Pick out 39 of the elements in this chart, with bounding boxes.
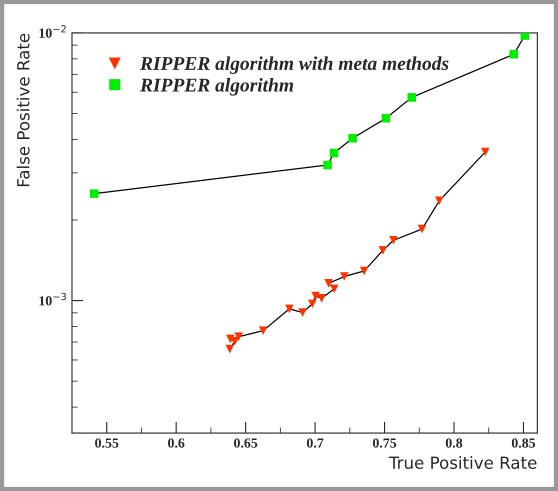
point bbox=[360, 266, 368, 276]
point bbox=[324, 279, 333, 288]
point bbox=[298, 308, 307, 317]
point bbox=[323, 160, 332, 170]
point bbox=[90, 189, 98, 198]
point bbox=[378, 246, 388, 255]
x-tick-label: 0.8 bbox=[446, 438, 462, 448]
point bbox=[258, 326, 268, 335]
point bbox=[340, 272, 349, 281]
point bbox=[435, 196, 444, 206]
point bbox=[226, 344, 234, 354]
point bbox=[285, 304, 294, 314]
legend-label: RIPPER algorithm with meta methods bbox=[140, 56, 448, 74]
x-tick-label: 0.75 bbox=[372, 438, 396, 448]
y-tick-label: 10$^{−2}$ bbox=[39, 25, 66, 38]
point bbox=[317, 294, 326, 303]
point bbox=[311, 292, 320, 300]
point bbox=[234, 332, 243, 341]
point bbox=[348, 134, 357, 143]
x-tick-label: 0.55 bbox=[95, 438, 118, 448]
legend-label: RIPPER algorithm bbox=[140, 78, 294, 96]
point bbox=[330, 148, 338, 158]
x-tick-label: 0.7 bbox=[306, 438, 324, 448]
x-tick-label: 0.85 bbox=[512, 438, 536, 448]
point bbox=[308, 300, 317, 308]
x-axis-title: True Positive Rate bbox=[388, 456, 536, 469]
point bbox=[407, 93, 416, 102]
y-axis-title: False Positive Rate bbox=[16, 34, 30, 186]
point bbox=[226, 334, 235, 344]
point bbox=[520, 32, 530, 40]
x-tick-label: 0.65 bbox=[234, 438, 258, 448]
point bbox=[418, 224, 426, 234]
y-tick-label: 10$^{−3}$ bbox=[39, 292, 66, 306]
x-tick-label: 0.6 bbox=[168, 438, 184, 448]
point bbox=[509, 50, 518, 59]
point bbox=[382, 114, 390, 123]
point bbox=[389, 236, 398, 245]
point bbox=[480, 148, 490, 156]
point bbox=[330, 284, 339, 294]
